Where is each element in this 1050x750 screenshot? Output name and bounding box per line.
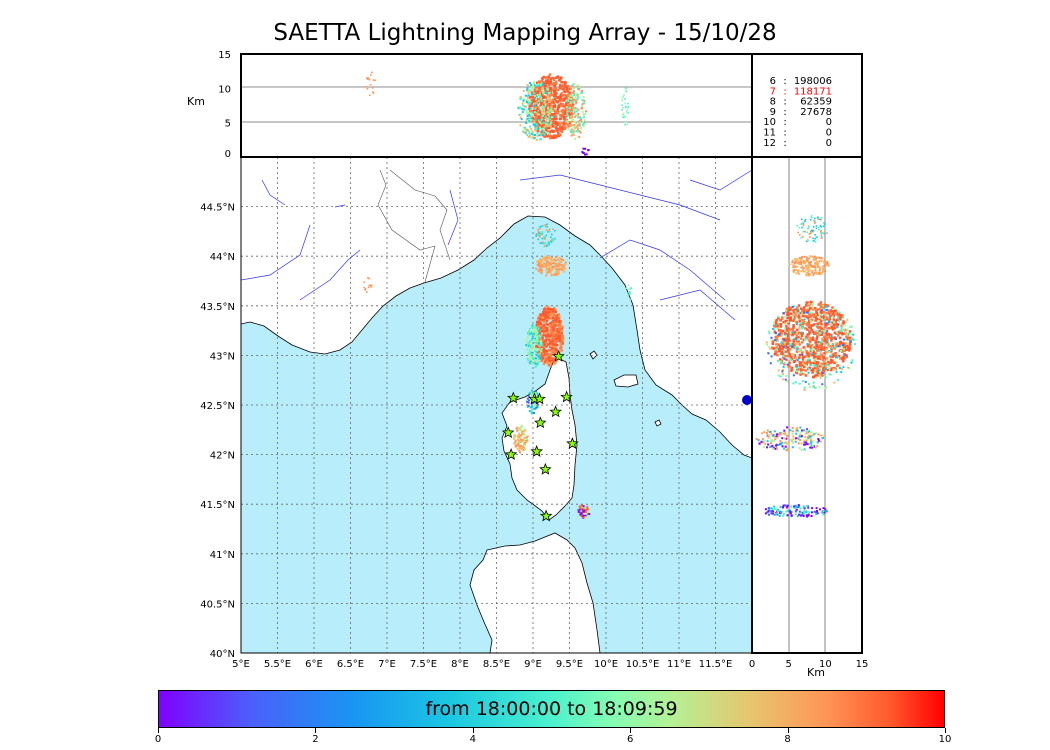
elba-island [613,374,639,388]
lon-tick-label: 8°E [451,659,469,670]
altitude-latitude-panel [751,156,863,654]
map-gridlines [241,157,752,653]
count-separator: : [783,107,786,118]
count-value: 0 [826,117,832,128]
colorbar-tick-label: 4 [469,734,476,745]
station-star [533,392,546,405]
lon-tick-label: 9.5°E [556,659,583,670]
count-value: 0 [826,138,832,149]
lon-tick-label: 7.5°E [410,659,437,670]
lat-tick-label: 42.5°N [200,401,235,412]
rivers [241,169,752,321]
station-star [549,405,562,418]
side-alt-unit-label: Km [807,666,825,679]
side-alt-tick-label: 5 [785,659,791,670]
lon-tick-label: 5°E [232,659,250,670]
top-alt-tick-label: 5 [225,119,231,130]
lon-tick-label: 11°E [667,659,691,670]
lat-tick-label: 40.5°N [200,599,235,610]
sardinia-island [469,532,601,653]
count-value: 27678 [800,107,832,118]
corsica-island [501,357,578,521]
lat-tick-label: 41°N [210,550,235,561]
lon-tick-label: 6°E [305,659,323,670]
top-alt-tick-label: 0 [225,149,231,160]
count-label: 8 [770,97,776,108]
side-alt-tick-label: 15 [856,659,869,670]
colorbar-tick-label: 8 [784,734,791,745]
colorbar-label: from 18:00:00 to 18:09:59 [425,698,678,720]
count-value: 62359 [800,97,832,108]
lon-tick-label: 9°E [524,659,542,670]
station-star [507,391,520,404]
station-star [534,416,547,429]
count-separator: : [783,97,786,108]
count-label: 12 [763,138,776,149]
colorbar-tick [630,728,632,733]
station-star [566,437,579,449]
colorbar-tick [158,728,159,733]
count-value: 198006 [794,76,832,87]
lat-tick-label: 41.5°N [200,500,235,511]
lon-tick-label: 8.5°E [483,659,510,670]
lon-tick-label: 11.5°E [699,659,733,670]
count-separator: : [783,86,786,97]
count-label: 6 [770,76,776,87]
count-separator: : [783,76,786,87]
map-panel [241,157,752,653]
lat-tick-label: 40°N [210,649,235,660]
count-separator: : [783,128,786,139]
lightning-map-figure: 6:1980067:1181718:623599:2767810:011:012… [187,50,869,679]
country-borders [377,169,451,283]
lma-stations [501,349,579,522]
giglio-island [654,419,662,427]
count-value: 118171 [794,86,832,97]
colorbar-tick-label: 2 [312,734,319,745]
altitude-longitude-panel [240,53,753,158]
count-label: 7 [770,86,776,97]
station-star [552,349,565,362]
lat-tick-label: 42°N [210,451,235,462]
colorbar-tick-label: 10 [938,734,952,745]
top-alt-tick-label: 10 [218,84,231,95]
count-label: 10 [763,117,776,128]
station-star [539,462,552,475]
side-alt-tick-label: 10 [819,659,832,670]
lon-tick-label: 10.5°E [626,659,660,670]
side-lightning-sources [755,215,856,518]
top-lightning-sources [365,71,630,156]
top-alt-unit-label: Km [187,95,205,108]
colorbar-tick-label: 6 [627,734,634,745]
station-star [530,445,543,458]
count-separator: : [783,117,786,128]
count-label: 11 [763,128,776,139]
station-star [501,426,515,439]
lon-tick-label: 6.5°E [337,659,364,670]
station-star [504,447,518,460]
colorbar: from 18:00:00 to 18:09:59 [158,690,945,728]
chart-title: SAETTA Lightning Mapping Array - 15/10/2… [273,20,777,46]
colorbar-tick-label: 0 [154,734,162,745]
colorbar-tick [945,728,946,733]
lat-tick-label: 43.5°N [200,302,235,313]
colorbar-tick [472,728,474,733]
lat-tick-label: 44°N [210,252,235,263]
lat-tick-label: 43°N [210,351,235,362]
count-value: 0 [826,128,832,139]
lightning-sources [363,223,752,519]
colorbar-tick [315,728,317,733]
counts-panel: 6:1980067:1181718:623599:2767810:011:012… [751,53,863,158]
top-alt-tick-label: 15 [218,50,231,61]
lon-tick-label: 7°E [378,659,396,670]
lon-tick-label: 10°E [594,659,618,670]
station-star [560,390,573,403]
lon-tick-label: 5.5°E [264,659,291,670]
side-alt-tick-label: 0 [749,659,755,670]
station-star [539,509,553,522]
lat-tick-label: 44.5°N [200,203,235,214]
colorbar-tick [787,728,789,733]
mainland-land [241,157,752,459]
count-label: 9 [770,107,776,118]
count-separator: : [783,138,786,149]
